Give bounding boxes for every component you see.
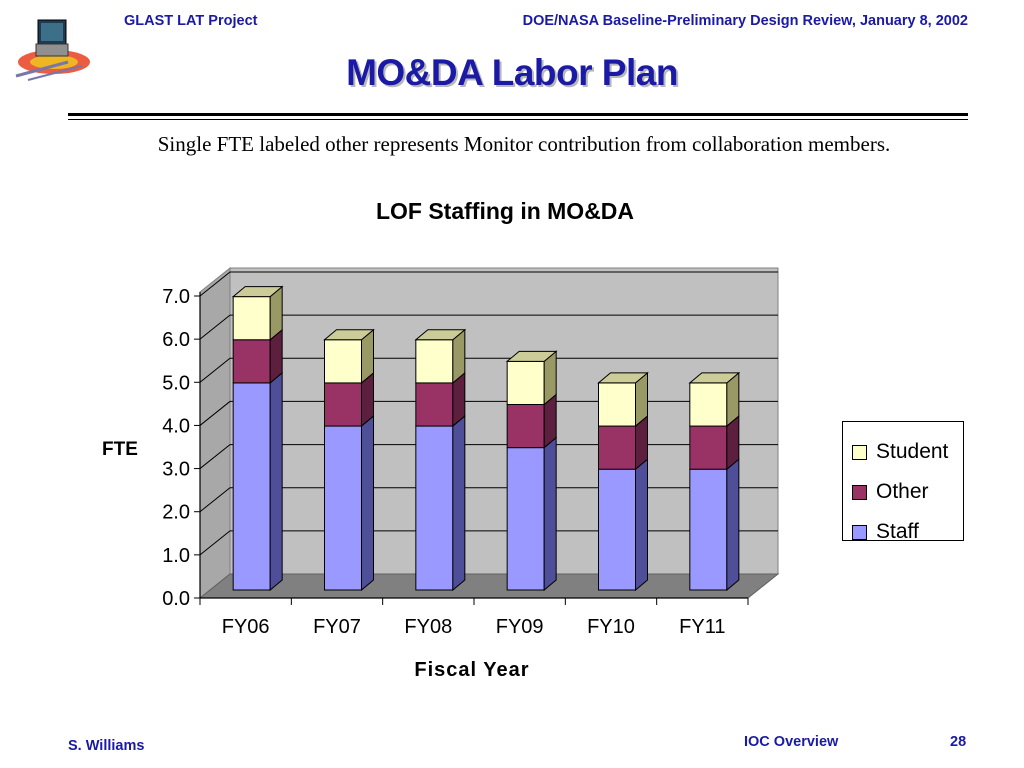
bar-other-fy08	[415, 382, 454, 427]
y-tick-label: 1.0	[162, 545, 190, 567]
bar-top-fy07	[323, 329, 375, 341]
bar-staff-fy09	[506, 447, 545, 591]
x-tick-label: FY08	[404, 616, 452, 638]
legend-swatch	[852, 524, 867, 540]
gridline	[199, 487, 778, 513]
bar-top-fy06	[231, 286, 284, 298]
bar-side-staff-fy08	[452, 414, 466, 592]
legend-item-other: Other	[852, 472, 963, 512]
header-review: DOE/NASA Baseline-Preliminary Design Rev…	[522, 13, 968, 29]
chart-legend: Student Other Staff	[842, 421, 964, 543]
bar-staff-fy10	[598, 468, 636, 591]
legend-swatch	[852, 444, 867, 460]
gridline	[199, 444, 778, 469]
footer-section: IOC Overview	[744, 734, 839, 750]
x-tick-label: FY06	[222, 616, 270, 638]
bar-top-fy11	[688, 372, 741, 384]
bar-top-fy10	[597, 372, 649, 384]
footer-author: S. Williams	[68, 738, 145, 754]
bar-side-staff-fy09	[543, 436, 557, 592]
y-axis-label: FTE	[102, 439, 138, 460]
x-tick-label: FY11	[679, 616, 725, 638]
bar-student-fy08	[415, 339, 454, 384]
bar-side-staff-fy06	[269, 371, 283, 592]
gridline	[199, 271, 778, 297]
bar-student-fy07	[324, 339, 362, 384]
x-tick-label: FY09	[496, 616, 544, 638]
chart-side-wall	[199, 266, 231, 600]
page-number: 28	[950, 734, 967, 750]
x-tick-label: FY10	[587, 616, 635, 638]
bar-staff-fy06	[232, 382, 271, 591]
bar-top-fy08	[414, 329, 467, 341]
legend-item-staff: Staff	[852, 512, 963, 552]
legend-label: Staff	[876, 520, 919, 543]
y-tick-label: 6.0	[162, 329, 190, 351]
glast-logo-icon	[15, 19, 90, 81]
header-project: GLAST LAT Project	[124, 13, 258, 29]
y-tick-label: 3.0	[162, 459, 190, 481]
gridline	[199, 357, 778, 383]
title-divider-thin	[68, 119, 968, 120]
chart-title: LOF Staffing in MO&DA	[376, 198, 634, 224]
y-tick-label: 4.0	[162, 415, 190, 437]
legend-label: Student	[876, 440, 949, 463]
gridline	[199, 530, 778, 556]
legend-label: Other	[876, 480, 929, 503]
bar-top-fy09	[505, 350, 558, 362]
bar-other-fy09	[506, 403, 545, 449]
gridline	[199, 400, 778, 426]
bar-student-fy06	[232, 296, 271, 341]
bar-side-staff-fy11	[726, 458, 740, 592]
bar-staff-fy07	[324, 425, 362, 591]
bar-other-fy10	[598, 425, 636, 470]
gridline	[199, 314, 778, 340]
y-tick-label: 2.0	[162, 502, 190, 524]
y-tick-label: 7.0	[162, 286, 190, 308]
bar-staff-fy08	[415, 425, 454, 591]
legend-swatch	[852, 484, 867, 500]
bar-other-fy07	[324, 382, 362, 427]
y-tick-label: 5.0	[162, 372, 190, 394]
y-tick-label: 0.0	[162, 588, 190, 610]
bar-student-fy11	[689, 382, 728, 427]
legend-item-student: Student	[852, 432, 963, 472]
plot-area: 0.0 1.0 2.0 3.0 4.0 5.0 6.0 7.0 FY06 FY07 FY08 FY09…	[162, 266, 780, 638]
bar-student-fy09	[506, 360, 545, 405]
bar-side-staff-fy07	[361, 414, 374, 592]
title-divider	[68, 113, 968, 116]
bar-staff-fy11	[689, 468, 728, 591]
slide-subtitle: Single FTE labeled other represents Moni…	[157, 132, 891, 156]
x-axis-label: Fiscal Year	[414, 659, 529, 681]
bar-student-fy10	[598, 382, 636, 427]
slide-title: MO&DA Labor Plan	[346, 52, 678, 93]
bar-other-fy11	[689, 425, 728, 470]
bar-other-fy06	[232, 339, 271, 384]
bar-side-staff-fy10	[635, 458, 648, 592]
x-tick-label: FY07	[313, 616, 361, 638]
